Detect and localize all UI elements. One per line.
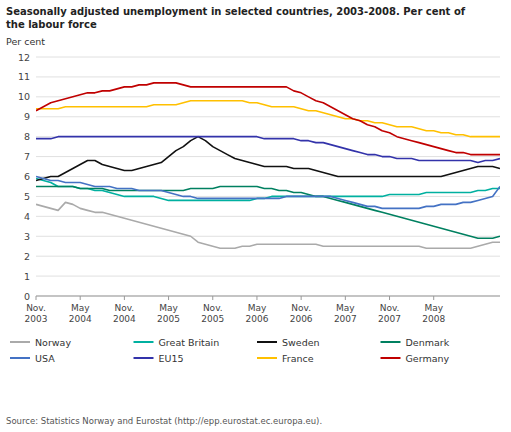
annotation: Source: Statistics Norway and Eurostat (… (6, 416, 322, 426)
y-label: Per cent (6, 36, 45, 47)
x-tick-label-line: 2008 (422, 314, 445, 324)
grid-line (36, 256, 500, 257)
legend-swatch (381, 357, 401, 359)
legend-swatch (257, 341, 277, 343)
title: Seasonally adjusted unemployment in sele… (6, 6, 466, 30)
x-tick-label: Nov.2003 (25, 303, 48, 324)
y-tick-label: 9 (24, 111, 30, 122)
grid-line (36, 96, 500, 97)
x-tick-label-line: May (424, 303, 443, 313)
legend-label: France (282, 353, 314, 364)
legend-swatch (134, 341, 154, 343)
series-line (36, 137, 500, 163)
legend-swatch (10, 357, 30, 359)
x-tick-label-line: 2007 (378, 314, 401, 324)
legend-swatch (134, 357, 154, 359)
series-line (36, 186, 500, 238)
y-tick-label: 3 (24, 231, 30, 242)
x-tick-label-line: Nov. (291, 303, 311, 313)
legend-label: Great Britain (159, 337, 220, 348)
y-tick-label: 1 (24, 271, 30, 282)
series-line (36, 177, 500, 209)
x-axis (36, 296, 500, 297)
grid-line (36, 116, 500, 117)
x-tick (80, 296, 81, 300)
x-tick-label: Nov.2006 (290, 303, 313, 324)
x-tick-label-line: Nov. (380, 303, 400, 313)
x-tick-label: Nov.2007 (378, 303, 401, 324)
legend-label: Sweden (282, 337, 320, 348)
legend-swatch (10, 341, 30, 343)
x-tick (168, 296, 169, 300)
chart: Seasonally adjusted unemployment in sele… (0, 0, 511, 432)
x-tick-label: May2006 (245, 303, 268, 324)
x-tick-label-line: 2006 (290, 314, 313, 324)
grid-line (36, 156, 500, 157)
lines (36, 83, 500, 248)
x-tick-label-line: May (159, 303, 178, 313)
title-line: Seasonally adjusted unemployment in sele… (6, 6, 466, 17)
y-tick-label: 10 (18, 91, 30, 102)
title-line: the labour force (6, 19, 97, 30)
x-tick-label-line: May (248, 303, 267, 313)
x-tick-label: May2004 (69, 303, 92, 324)
legend-label: EU15 (159, 353, 184, 364)
x-tick-label-line: Nov. (203, 303, 223, 313)
grid-line (36, 236, 500, 237)
x-tick (389, 296, 390, 300)
legend-label: Germany (406, 353, 450, 364)
grid-line (36, 76, 500, 77)
legend-label: Norway (35, 337, 71, 348)
x-tick (256, 296, 257, 300)
grid-line (36, 276, 500, 277)
legend-label: USA (35, 353, 55, 364)
grid-line (36, 296, 500, 297)
y-tick-label: 8 (24, 131, 30, 142)
legend-swatch (257, 357, 277, 359)
x-tick-label: May2007 (334, 303, 357, 324)
series-line (36, 83, 500, 155)
y-tick-label: 0 (24, 291, 30, 302)
x-tick-label-line: 2006 (245, 314, 268, 324)
x-tick (36, 296, 37, 300)
x-tick-label: Nov.2005 (201, 303, 224, 324)
x-tick-label-line: 2003 (25, 314, 48, 324)
series-line (36, 101, 500, 137)
x-tick-label-line: May (336, 303, 355, 313)
x-tick-label-line: Nov. (26, 303, 46, 313)
x-tick (124, 296, 125, 300)
series-line (36, 137, 500, 181)
y-tick-label: 7 (24, 151, 30, 162)
legend-label: Denmark (406, 337, 450, 348)
legend: Norway Great Britain Sweden Denmark USA EU15 F… (10, 337, 450, 364)
x-tick-label-line: 2007 (334, 314, 357, 324)
x-tick-label-line: 2004 (113, 314, 136, 324)
y-tick-label: 5 (24, 191, 30, 202)
grid (36, 57, 500, 296)
x-tick-label: Nov.2004 (113, 303, 136, 324)
x-tick (301, 296, 302, 300)
x-tick (345, 296, 346, 300)
x-tick-label-line: 2005 (157, 314, 180, 324)
x-tick-label-line: 2004 (69, 314, 92, 324)
x-tick-label-line: Nov. (115, 303, 135, 313)
x-tick-label: May2008 (422, 303, 445, 324)
grid-line (36, 57, 500, 58)
y-tick-label: 4 (24, 211, 30, 222)
x-tick (212, 296, 213, 300)
grid-line (36, 216, 500, 217)
y-tick-label: 11 (18, 71, 30, 82)
legend-swatch (381, 341, 401, 343)
x-tick-label-line: 2005 (201, 314, 224, 324)
y-tick-label: 6 (24, 171, 30, 182)
x-tick-label-line: May (71, 303, 90, 313)
y-tick-label: 2 (24, 251, 30, 262)
y-tick-label: 12 (18, 52, 30, 63)
x-tick-label: May2005 (157, 303, 180, 324)
x-tick (433, 296, 434, 300)
